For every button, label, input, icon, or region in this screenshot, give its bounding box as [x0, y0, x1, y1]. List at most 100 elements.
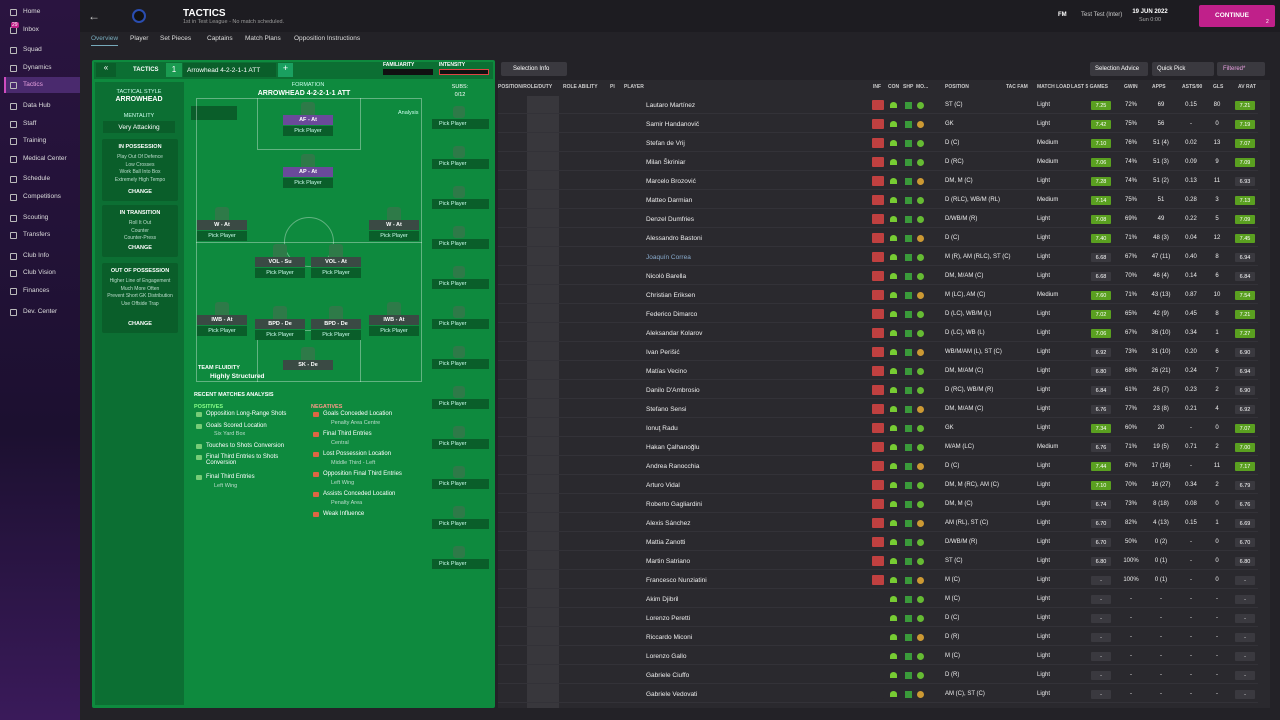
collapse-button[interactable]: « — [96, 63, 116, 77]
column-header[interactable]: GLS — [1213, 84, 1224, 90]
row[interactable] — [498, 381, 1258, 399]
pick-player[interactable]: Pick Player — [255, 330, 305, 340]
row[interactable] — [498, 495, 1258, 513]
nav-item[interactable]: Transfers — [23, 231, 51, 239]
nav-item[interactable]: Data Hub — [23, 102, 51, 109]
sub-pick[interactable]: Pick Player — [432, 519, 489, 529]
nav-item[interactable]: Training — [23, 137, 47, 145]
player-name[interactable]: Francesco Nunziatini — [646, 577, 707, 584]
sub-pick[interactable]: Pick Player — [432, 439, 489, 449]
player-name[interactable]: Joaquín Correa — [646, 254, 691, 261]
player-name[interactable]: Matías Vecino — [646, 368, 687, 375]
nav-item[interactable]: Squad — [23, 46, 42, 54]
column-header[interactable]: PLAYER — [624, 84, 644, 90]
row[interactable] — [498, 514, 1258, 532]
tab[interactable]: Overview — [91, 35, 119, 46]
player-name[interactable]: Christian Eriksen — [646, 292, 696, 299]
player-name[interactable]: Milan Škriniar — [646, 159, 686, 166]
row[interactable] — [498, 343, 1258, 361]
column-header[interactable]: AV RAT — [1238, 84, 1256, 90]
row[interactable] — [498, 666, 1258, 684]
player-name[interactable]: Federico Dimarco — [646, 311, 698, 318]
player-name[interactable]: Arturo Vidal — [646, 482, 680, 489]
row[interactable] — [498, 134, 1258, 152]
sub-pick[interactable]: Pick Player — [432, 159, 489, 169]
row[interactable] — [498, 476, 1258, 494]
player-name[interactable]: Alexis Sánchez — [646, 520, 691, 527]
player-name[interactable]: Andrea Ranocchia — [646, 463, 700, 470]
pick-player[interactable]: Pick Player — [311, 330, 361, 340]
player-name[interactable]: Aleksandar Kolarov — [646, 330, 703, 337]
change-button[interactable]: CHANGE — [128, 321, 152, 327]
player-name[interactable]: Lautaro Martínez — [646, 102, 696, 109]
row[interactable] — [498, 267, 1258, 285]
player-name[interactable]: Alessandro Bastoni — [646, 235, 703, 242]
sub-pick[interactable]: Pick Player — [432, 119, 489, 129]
player-name[interactable]: Ionuţ Radu — [646, 425, 678, 432]
tab[interactable]: Player — [130, 35, 149, 42]
player-name[interactable]: Stefan de Vrij — [646, 140, 685, 147]
nav-item[interactable]: Scouting — [23, 213, 49, 221]
player-name[interactable]: Nicolò Barella — [646, 273, 687, 280]
row[interactable] — [498, 628, 1258, 646]
row[interactable] — [498, 533, 1258, 551]
tab[interactable]: Set Pieces — [160, 35, 192, 42]
nav-item[interactable]: Club Vision — [23, 269, 56, 277]
player-name[interactable]: Gabriele Ciuffo — [646, 672, 690, 679]
player-name[interactable]: Martin Satriano — [646, 558, 691, 565]
row[interactable] — [498, 438, 1258, 456]
column-header[interactable]: SHP — [903, 84, 914, 90]
tab[interactable]: Opposition Instructions — [294, 35, 361, 42]
mentality-select[interactable] — [103, 121, 175, 133]
row[interactable] — [498, 324, 1258, 342]
row[interactable] — [498, 685, 1258, 703]
row[interactable] — [498, 115, 1258, 133]
row[interactable] — [498, 571, 1258, 589]
tactic-name[interactable]: Arrowhead 4-2-2-1-1 ATT — [187, 67, 261, 74]
row[interactable] — [498, 457, 1258, 475]
row[interactable] — [498, 153, 1258, 171]
continue-label[interactable]: CONTINUE — [1215, 12, 1249, 19]
row[interactable] — [498, 590, 1258, 608]
sub-pick[interactable]: Pick Player — [432, 359, 489, 369]
sub-pick[interactable]: Pick Player — [432, 279, 489, 289]
player-name[interactable]: Mattia Zanotti — [646, 539, 686, 546]
nav-item[interactable]: Home — [23, 8, 41, 15]
pick-player[interactable]: Pick Player — [283, 126, 333, 136]
column-header[interactable]: MO... — [916, 84, 929, 90]
player-name[interactable]: Akim Djibril — [646, 596, 679, 603]
sub-pick[interactable]: Pick Player — [432, 239, 489, 249]
tab[interactable]: Captains — [207, 35, 233, 42]
analysis-toggle[interactable]: Analysis — [398, 110, 419, 116]
nav-item[interactable]: Dev. Center — [23, 307, 58, 315]
column-header[interactable]: INF — [873, 84, 882, 90]
row[interactable] — [498, 96, 1258, 114]
slot-number[interactable]: 1 — [166, 63, 182, 77]
filter[interactable]: Filtered* — [1217, 62, 1265, 76]
selection-advice[interactable]: Selection Advice — [1090, 62, 1148, 76]
row[interactable] — [498, 647, 1258, 665]
sub-pick[interactable]: Pick Player — [432, 319, 489, 329]
column-header[interactable]: CON — [888, 84, 900, 90]
row[interactable] — [498, 609, 1258, 627]
column-header[interactable]: ASTS/90 — [1182, 84, 1203, 90]
sub-pick[interactable]: Pick Player — [432, 399, 489, 409]
formation-name[interactable]: ARROWHEAD 4-2-2-1-1 ATT — [257, 90, 351, 97]
pick-player[interactable]: Pick Player — [197, 326, 247, 336]
nav-item[interactable]: Finances — [23, 287, 50, 294]
player-name[interactable]: Roberto Gagliardini — [646, 501, 703, 508]
add-tactic[interactable]: + — [278, 63, 293, 77]
nav-item[interactable]: Inbox — [23, 25, 39, 33]
column-header[interactable]: APPS — [1152, 84, 1166, 90]
player-name[interactable]: Hakan Çalhanoğlu — [646, 444, 700, 451]
column-header[interactable]: POSITION/ROLE/DUTY — [498, 84, 553, 90]
row[interactable] — [498, 362, 1258, 380]
column-header[interactable]: PI — [610, 84, 615, 90]
player-name[interactable]: Denzel Dumfries — [646, 216, 695, 223]
change-button[interactable]: CHANGE — [128, 189, 152, 195]
row[interactable] — [498, 552, 1258, 570]
pick-player[interactable]: Pick Player — [311, 268, 361, 278]
column-header[interactable]: GWIN — [1124, 84, 1138, 90]
nav-item[interactable]: Schedule — [23, 175, 51, 183]
player-name[interactable]: Stefano Sensi — [646, 406, 687, 413]
